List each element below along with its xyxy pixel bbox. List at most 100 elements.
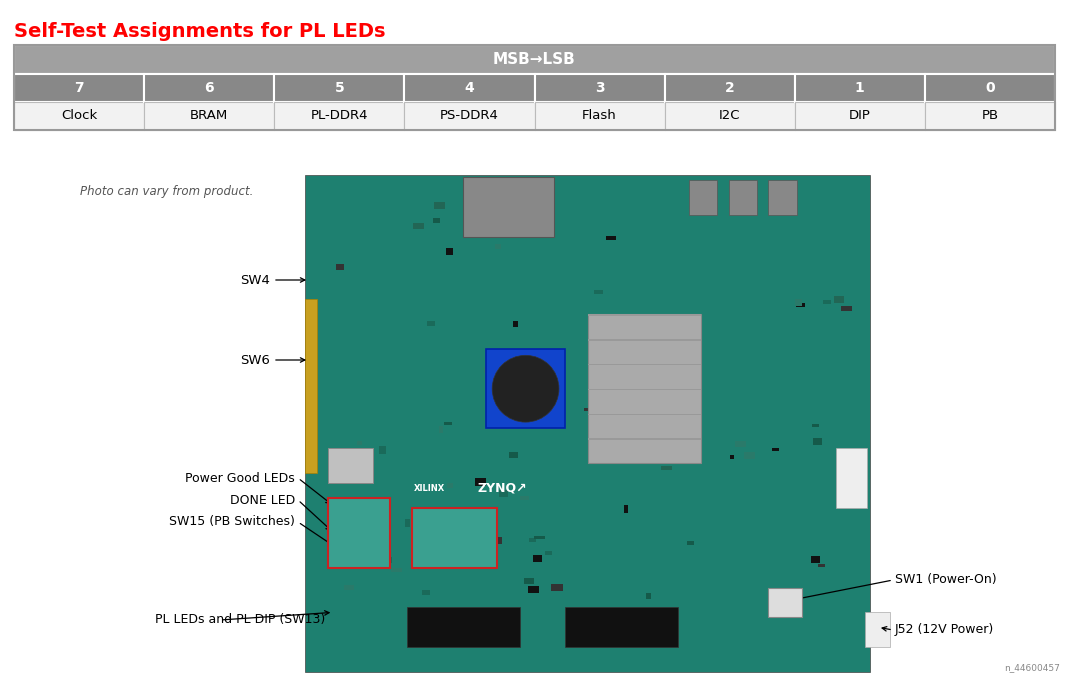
Bar (587, 439, 701, 440)
Bar (434, 202, 445, 208)
Text: DIP: DIP (849, 109, 871, 122)
Bar (274, 102, 404, 130)
Bar (343, 585, 354, 589)
Text: 3: 3 (595, 81, 605, 95)
Bar (427, 320, 434, 326)
Text: SW1 (Power-On): SW1 (Power-On) (895, 574, 996, 587)
Text: Power Good LEDs: Power Good LEDs (185, 471, 295, 485)
Bar (924, 74, 1055, 102)
Bar (523, 578, 534, 584)
Bar (520, 496, 530, 500)
Text: MSB→LSB: MSB→LSB (493, 52, 576, 67)
Bar (744, 452, 755, 459)
Bar (535, 406, 546, 412)
Bar (457, 519, 464, 527)
Bar (865, 612, 890, 647)
Bar (404, 102, 535, 130)
Bar (412, 508, 498, 568)
Bar (661, 466, 672, 470)
Bar (608, 433, 620, 439)
Bar (463, 177, 553, 237)
Text: n_44600457: n_44600457 (1004, 663, 1060, 672)
Bar (813, 438, 822, 445)
Text: 4: 4 (464, 81, 474, 95)
Bar (484, 367, 490, 373)
Bar (795, 74, 924, 102)
Text: I2C: I2C (719, 109, 740, 122)
Bar (835, 296, 844, 303)
Bar (14, 45, 1055, 74)
Bar (836, 448, 867, 508)
Bar (687, 541, 693, 545)
Bar (534, 536, 546, 539)
Bar (305, 175, 870, 672)
Bar (841, 306, 853, 311)
Bar (327, 448, 372, 483)
Text: 7: 7 (74, 81, 83, 95)
Bar (587, 314, 701, 316)
Text: XILINX: XILINX (414, 483, 445, 492)
Bar (380, 445, 386, 454)
Text: 1: 1 (855, 81, 865, 95)
Bar (594, 290, 602, 294)
Text: Self-Test Assignments for PL LEDs: Self-Test Assignments for PL LEDs (14, 22, 385, 41)
Text: 2: 2 (724, 81, 735, 95)
Text: PB: PB (981, 109, 998, 122)
Bar (381, 557, 392, 563)
Bar (682, 375, 686, 380)
Bar (796, 303, 805, 308)
Bar (475, 478, 486, 485)
Bar (795, 299, 802, 306)
Bar (495, 244, 501, 249)
Text: SW6: SW6 (240, 354, 270, 367)
Bar (823, 300, 830, 304)
Bar (528, 586, 539, 593)
Text: SW15 (PB Switches): SW15 (PB Switches) (169, 515, 295, 528)
Bar (407, 608, 520, 647)
Bar (529, 538, 536, 542)
Bar (587, 364, 701, 365)
Bar (513, 321, 518, 327)
Text: Clock: Clock (61, 109, 97, 122)
Bar (924, 102, 1055, 130)
Bar (357, 441, 363, 445)
Bar (587, 314, 701, 463)
Bar (144, 74, 274, 102)
Bar (144, 102, 274, 130)
Text: SW4: SW4 (240, 274, 270, 287)
Bar (413, 223, 424, 229)
Bar (729, 180, 756, 215)
Bar (423, 590, 430, 595)
Text: 0: 0 (985, 81, 995, 95)
Bar (533, 555, 542, 562)
Bar (14, 74, 144, 102)
Bar (508, 452, 518, 458)
Bar (336, 263, 345, 270)
Bar (587, 388, 701, 390)
Bar (305, 299, 317, 473)
Text: Flash: Flash (582, 109, 617, 122)
Bar (404, 74, 535, 102)
Bar (624, 505, 628, 513)
Bar (735, 441, 747, 447)
Circle shape (492, 355, 559, 422)
Bar (664, 102, 795, 130)
Bar (447, 483, 454, 488)
Bar (689, 180, 718, 215)
Bar (391, 568, 402, 572)
Bar (768, 180, 796, 215)
Text: PS-DDR4: PS-DDR4 (440, 109, 499, 122)
Bar (14, 45, 1055, 130)
Bar (565, 608, 678, 647)
Bar (535, 102, 664, 130)
Bar (646, 593, 652, 599)
Bar (446, 248, 453, 255)
Bar (600, 359, 605, 367)
Bar (404, 519, 410, 527)
Bar (795, 102, 924, 130)
Bar (593, 399, 603, 405)
Text: Photo can vary from product.: Photo can vary from product. (80, 185, 254, 198)
Bar (551, 584, 563, 591)
Text: 5: 5 (335, 81, 345, 95)
Bar (811, 555, 820, 564)
